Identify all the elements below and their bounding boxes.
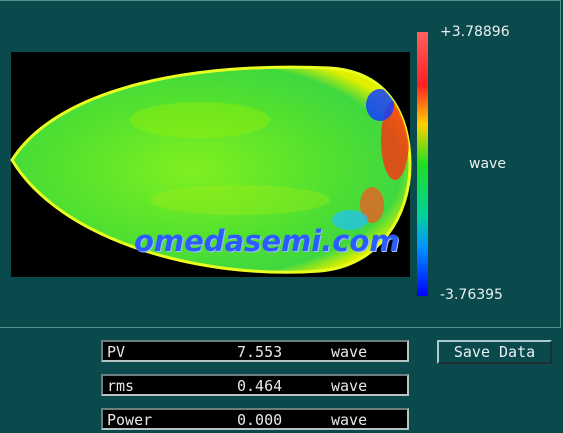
readout-row: rms 0.464 wave <box>101 374 409 396</box>
readout-label: rms <box>107 377 135 395</box>
wavefront-surface <box>10 65 412 274</box>
surface-detail <box>130 89 409 230</box>
readout-unit: wave <box>331 343 368 361</box>
colorbar-unit: wave <box>469 156 506 172</box>
readout-value: 0.464 <box>237 377 283 395</box>
colorbar-max: +3.78896 <box>440 24 510 40</box>
wavefront-map <box>10 32 428 296</box>
readout-unit: wave <box>331 377 368 395</box>
colorbar-min: -3.76395 <box>440 287 503 303</box>
readout-value: 7.553 <box>237 343 283 361</box>
readout-row: Power 0.000 wave <box>101 408 409 430</box>
watermark: omedasemi.com <box>134 224 400 258</box>
readout-value: 0.000 <box>237 411 283 429</box>
map-panel <box>0 0 561 328</box>
readout-label: PV <box>107 343 126 361</box>
readout-unit: wave <box>331 411 368 429</box>
colorbar <box>417 32 428 296</box>
save-data-button[interactable]: Save Data <box>437 340 552 364</box>
readout-label: Power <box>107 411 153 429</box>
readout-row: PV 7.553 wave <box>101 340 409 362</box>
